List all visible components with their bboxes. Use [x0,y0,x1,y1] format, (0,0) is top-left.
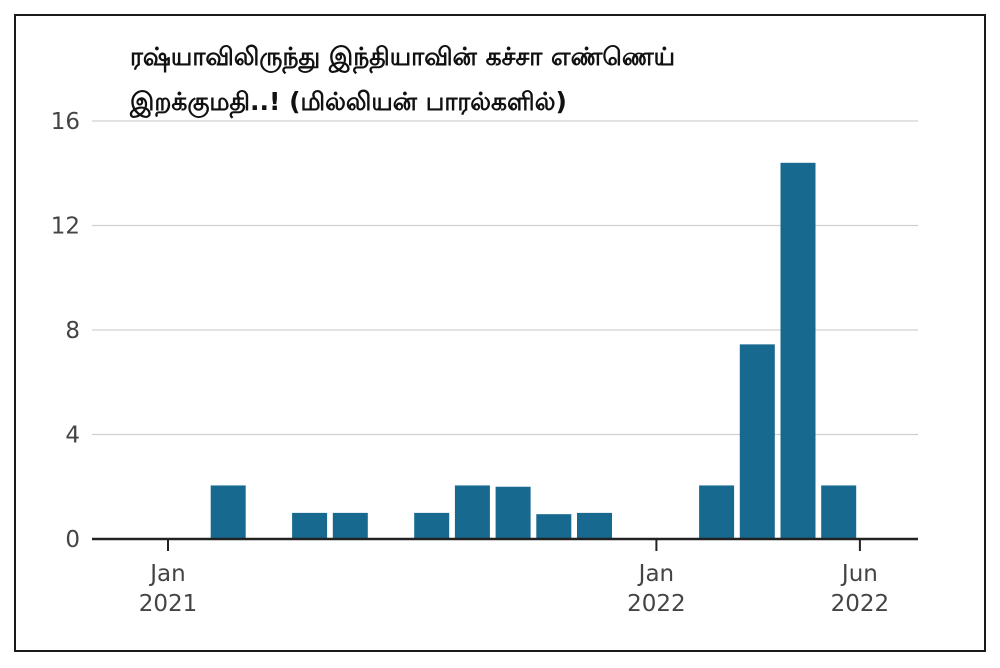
bars [210,162,857,540]
x-tick-label-month: Jun [840,561,878,587]
y-tick-label: 0 [65,527,80,553]
y-tick-label: 8 [65,318,80,344]
bar [739,344,775,539]
bar [821,485,857,539]
bar [210,485,246,539]
x-tick-label-month: Jan [148,561,185,587]
x-tick-label-year: 2022 [627,591,686,617]
bar [495,486,531,539]
chart-frame [14,14,986,652]
bar [536,514,572,539]
gridlines [92,120,918,436]
y-tick-label: 12 [51,214,80,240]
y-axis-ticks: 0 4 8 12 16 [51,109,80,553]
bar [414,512,450,539]
bar [332,512,368,539]
x-axis-ticks: Jan 2021 Jan 2022 Jun 2022 [139,539,889,617]
bar [699,485,735,539]
y-tick-label: 4 [65,423,80,449]
x-tick-label-year: 2022 [831,591,890,617]
bar [292,512,328,539]
bar [454,485,490,539]
y-tick-label: 16 [51,109,80,135]
chart-title: ரஷ்யாவிலிருந்து இந்தியாவின் கச்சா எண்ணெய… [130,42,676,116]
bar [577,512,612,539]
x-tick-label-year: 2021 [139,591,198,617]
x-tick-label-month: Jan [637,561,674,587]
bar [780,162,816,540]
